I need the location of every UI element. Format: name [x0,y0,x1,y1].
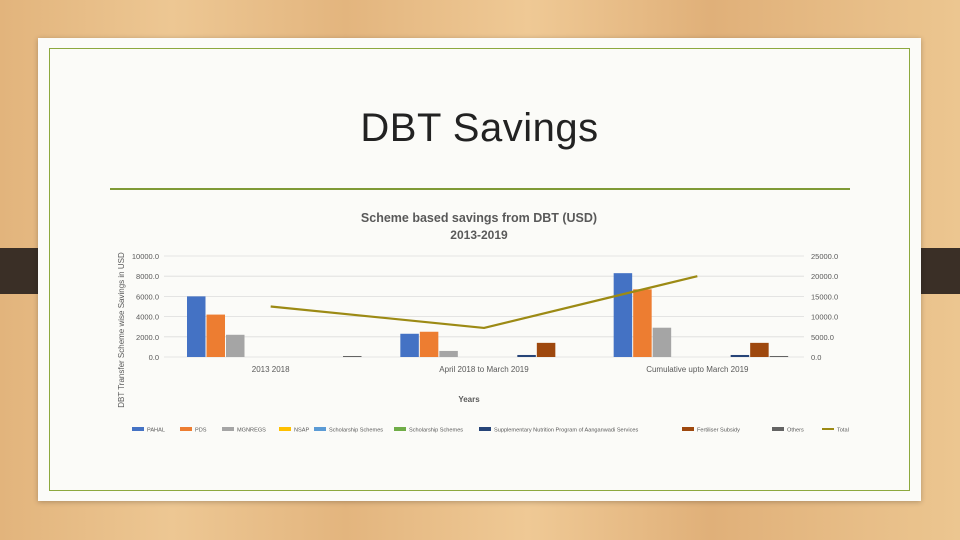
bar-1-1 [419,331,439,357]
bar-7-1 [536,342,556,357]
gridlines [164,255,804,358]
legend-label: PAHAL [147,428,165,434]
bars [187,273,789,357]
bar-6-2 [730,354,750,357]
total-line [270,275,698,330]
y-tick-label: 6000.0 [136,292,159,301]
legend-swatch [222,427,234,431]
category-label: 2013 2018 [252,365,290,374]
legend-swatch [132,427,144,431]
y2-tick-label: 0.0 [811,353,821,362]
category-labels: 2013 2018 April 2018 to March 2019 Cumulat… [252,365,749,374]
y2-tick-label: 25000.0 [811,252,838,261]
bar-8-2 [769,355,789,357]
title-divider [110,188,850,190]
y2-tick-label: 20000.0 [811,272,838,281]
legend-label: Scholarship Schemes [329,428,383,434]
bar-1-2 [633,289,652,357]
y-tick-label: 0.0 [149,353,159,362]
legend-swatch [479,427,491,431]
legend-label: PDS [195,428,207,434]
y2-tick-label: 5000.0 [811,333,834,342]
bar-chart: Scheme based savings from DBT (USD) 2013… [117,211,849,434]
chart-title: Scheme based savings from DBT (USD) [361,211,597,225]
legend-swatch [180,427,192,431]
legend-swatch [394,427,406,431]
chart-subtitle: 2013-2019 [450,228,508,242]
bar-2-2 [652,327,672,357]
legend-label: Fertiliser Subsidy [697,428,740,434]
bar-1-0 [206,314,225,357]
bar-7-2 [750,342,769,357]
slide-title: DBT Savings [360,106,599,150]
bar-0-2 [613,273,633,357]
y-tick-label: 2000.0 [136,333,159,342]
legend-swatch [314,427,326,431]
legend-label: Total [837,428,849,434]
legend-swatch [772,427,784,431]
legend: PAHAL PDS MGNREGS NSAP Scholarship Schemes Sc… [132,427,849,434]
category-label: April 2018 to March 2019 [439,365,529,374]
legend-label: Others [787,428,804,434]
y-tick-label: 10000.0 [132,252,159,261]
bar-2-1 [439,350,458,357]
legend-label: MGNREGS [237,428,266,434]
right-axis-ticks: 25000.0 20000.0 15000.0 10000.0 5000.0 0.0 [811,252,838,362]
bar-8-0 [343,355,362,357]
y2-tick-label: 15000.0 [811,292,838,301]
y-tick-label: 4000.0 [136,313,159,322]
y2-tick-label: 10000.0 [811,313,838,322]
y-axis-label: DBT Transfer Scheme wise Savings in USD [117,252,126,408]
left-axis-ticks: 10000.0 8000.0 6000.0 4000.0 2000.0 0.0 [132,252,159,362]
legend-label: Scholarship Schemes [409,428,463,434]
bar-6-1 [517,354,536,357]
y-tick-label: 8000.0 [136,272,159,281]
legend-swatch [682,427,694,431]
x-axis-label: Years [458,395,480,404]
slide: DBT Savings [38,38,921,501]
legend-label: Supplementary Nutrition Program of Aanga… [494,428,638,434]
bar-0-1 [400,333,419,357]
line-series-total [270,275,698,330]
legend-label: NSAP [294,428,310,434]
bar-0-0 [187,296,206,357]
category-label: Cumulative upto March 2019 [646,365,749,374]
bar-2-0 [226,334,245,357]
slide-frame [49,48,910,491]
legend-swatch [279,427,291,431]
